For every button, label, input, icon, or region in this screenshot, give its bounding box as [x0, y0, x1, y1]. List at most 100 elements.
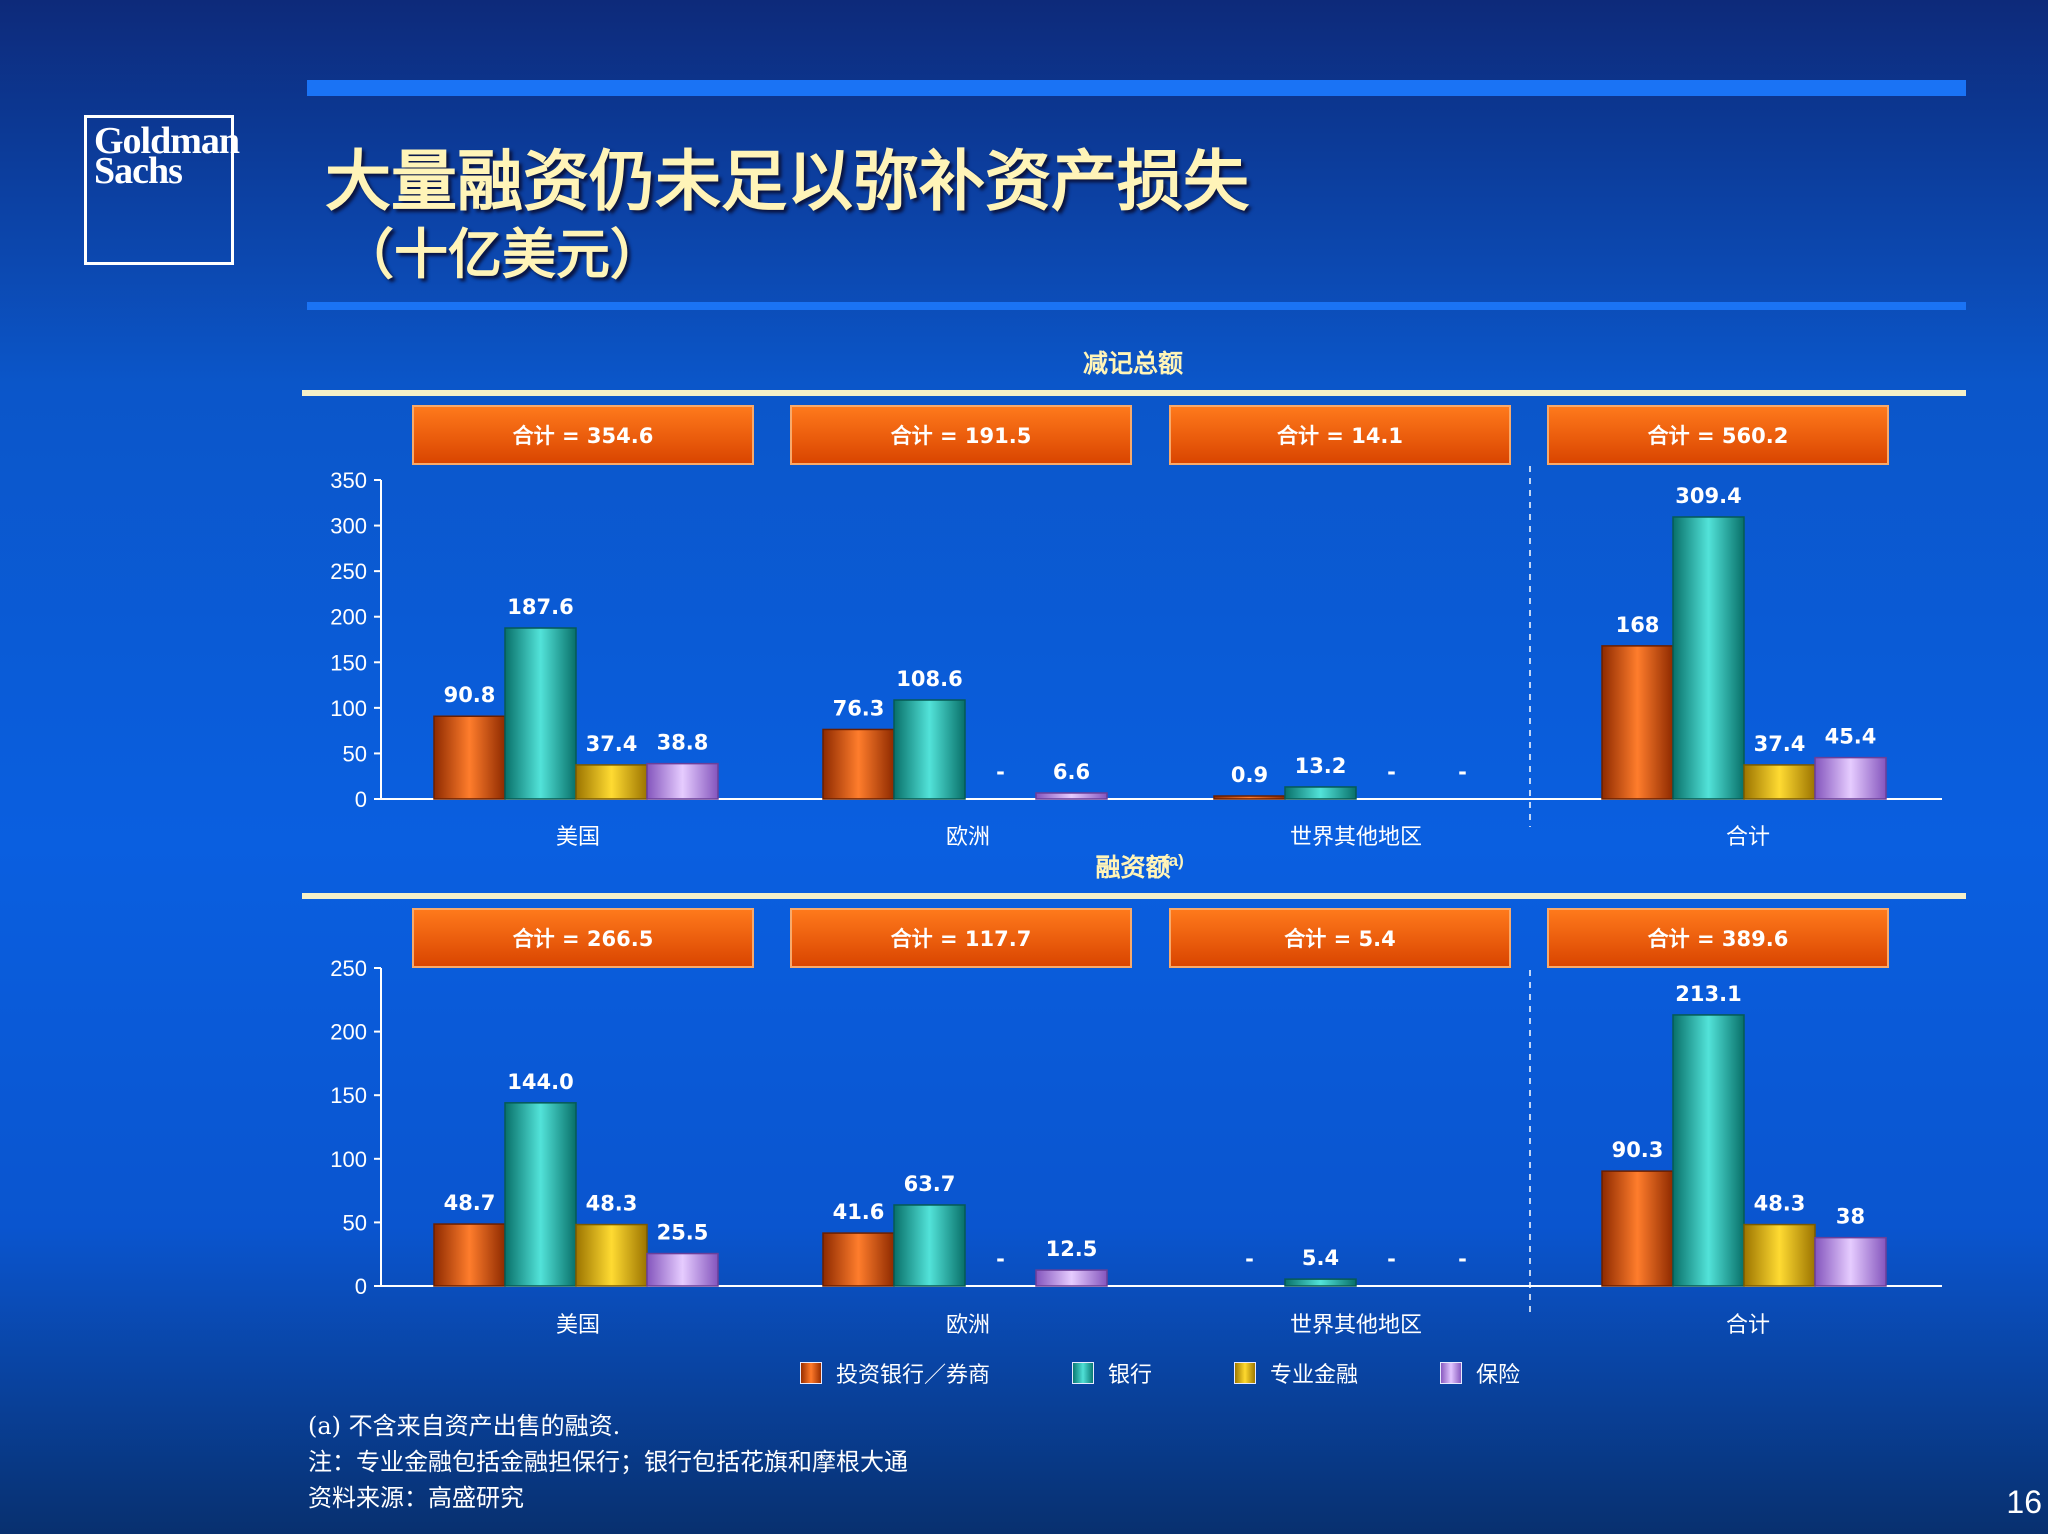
footnote-source: 资料来源：高盛研究 — [308, 1484, 524, 1512]
top-rule — [307, 80, 1966, 96]
data-label: - — [1245, 1247, 1254, 1271]
legend-label-bank: 银行 — [1108, 1363, 1153, 1388]
footnotes: (a) 不含来自资产出售的融资. 注：专业金融包括金融担保行；银行包括花旗和摩根… — [308, 1408, 908, 1516]
page-title: 大量融资仍未足以弥补资产损失 — [325, 142, 1249, 220]
data-label: 48.3 — [586, 1192, 638, 1216]
y-tick-label: 100 — [330, 1147, 367, 1172]
data-label: - — [996, 1247, 1005, 1271]
total-box — [412, 908, 754, 968]
bar-specialty — [1743, 1223, 1816, 1287]
data-label: 309.4 — [1675, 484, 1741, 508]
chart-panel-2: 融资额(a) 合计 = 266.5 合计 = 117.7 合计 = 5.4 合计 = 3… — [302, 851, 1966, 1338]
data-label: - — [1458, 760, 1467, 784]
bar-inv-bank — [433, 1223, 506, 1287]
chart-title: 减记总额 — [1083, 349, 1183, 378]
legend-swatch-specialty — [1234, 1362, 1257, 1384]
data-label: 38.8 — [657, 731, 709, 755]
data-label: 108.6 — [896, 667, 962, 691]
y-tick-label: 150 — [330, 1083, 367, 1108]
bar-bank — [504, 627, 577, 800]
y-tick-label: 300 — [330, 514, 367, 539]
data-label: 76.3 — [833, 696, 885, 720]
y-tick-label: 200 — [330, 1020, 367, 1045]
total-box — [790, 908, 1132, 968]
legend-item-inv-bank: 投资银行／券商 — [800, 1357, 990, 1389]
total-box — [1169, 908, 1511, 968]
legend-item-insurance: 保险 — [1440, 1357, 1520, 1389]
bar-inv-bank — [822, 728, 895, 800]
legend-label-insurance: 保险 — [1476, 1363, 1521, 1388]
category-label: 欧洲 — [946, 825, 990, 850]
y-tick-label: 250 — [330, 559, 367, 584]
bar-insurance — [1035, 792, 1108, 800]
data-label: 48.3 — [1754, 1192, 1806, 1216]
legend-swatch-bank — [1072, 1362, 1095, 1384]
logo-line1: Goldman — [94, 120, 240, 162]
data-label: - — [1458, 1247, 1467, 1271]
bar-bank — [1672, 516, 1745, 800]
category-label: 世界其他地区 — [1290, 1313, 1422, 1338]
bar-bank — [1284, 1278, 1357, 1287]
bar-insurance — [646, 1252, 719, 1287]
bar-insurance — [1035, 1269, 1108, 1287]
y-tick-label: 150 — [330, 650, 367, 675]
legend-swatch-insurance — [1440, 1362, 1463, 1384]
data-label: 63.7 — [904, 1172, 956, 1196]
chart-title-rule — [302, 390, 1966, 396]
data-label: 48.7 — [444, 1191, 496, 1215]
category-label: 合计 — [1726, 825, 1770, 850]
data-label: 168 — [1616, 613, 1660, 637]
bar-bank — [1284, 786, 1357, 800]
title-underline-rule — [307, 302, 1966, 310]
y-tick-label: 250 — [330, 956, 367, 981]
page-number: 16 — [2006, 1484, 2042, 1520]
total-box — [1547, 405, 1889, 465]
data-label: 45.4 — [1825, 725, 1877, 749]
total-label: 合计 = 14.1 — [1277, 424, 1403, 448]
data-label: 38 — [1836, 1205, 1865, 1229]
data-label: 90.3 — [1612, 1138, 1664, 1162]
category-label: 美国 — [556, 1313, 600, 1338]
category-label: 世界其他地区 — [1290, 825, 1422, 850]
data-label: 5.4 — [1302, 1246, 1339, 1270]
bar-insurance — [1814, 756, 1887, 800]
legend-item-bank: 银行 — [1072, 1357, 1152, 1389]
bar-specialty — [1743, 764, 1816, 800]
page-subtitle: （十亿美元） — [340, 222, 664, 286]
bar-inv-bank — [1601, 645, 1674, 800]
total-label: 合计 = 117.7 — [891, 927, 1032, 951]
bar-specialty — [575, 764, 648, 800]
bar-insurance — [646, 762, 719, 800]
bar-specialty — [575, 1223, 648, 1287]
y-tick-label: 100 — [330, 696, 367, 721]
y-tick-label: 0 — [355, 787, 367, 812]
total-label: 合计 = 5.4 — [1284, 927, 1395, 951]
logo-line2: Sachs — [94, 150, 183, 192]
chart-title-superscript: (a) — [1163, 851, 1184, 870]
data-label: 37.4 — [1754, 732, 1806, 756]
category-label: 合计 — [1726, 1313, 1770, 1338]
data-label: 13.2 — [1295, 754, 1347, 778]
data-label: 37.4 — [586, 732, 638, 756]
footnote-note: 注：专业金融包括金融担保行；银行包括花旗和摩根大通 — [308, 1448, 908, 1476]
bar-bank — [504, 1102, 577, 1287]
chart-legend: 投资银行／券商 银行 专业金融 保险 — [800, 1358, 1602, 1388]
legend-swatch-inv-bank — [800, 1362, 822, 1384]
bar-inv-bank — [822, 1232, 895, 1287]
y-tick-label: 0 — [355, 1274, 367, 1299]
legend-label-inv-bank: 投资银行／券商 — [836, 1363, 991, 1388]
total-label: 合计 = 389.6 — [1648, 927, 1789, 951]
total-box — [412, 405, 754, 465]
legend-label-specialty: 专业金融 — [1270, 1363, 1359, 1388]
chart-title-rule — [302, 893, 1966, 899]
y-tick-label: 50 — [343, 1210, 367, 1235]
total-box — [1547, 908, 1889, 968]
bar-bank — [893, 1204, 966, 1287]
y-tick-label: 50 — [343, 741, 367, 766]
data-label: 187.6 — [507, 595, 573, 619]
total-label: 合计 = 354.6 — [513, 424, 654, 448]
y-tick-label: 350 — [330, 468, 367, 493]
data-label: 213.1 — [1675, 982, 1741, 1006]
